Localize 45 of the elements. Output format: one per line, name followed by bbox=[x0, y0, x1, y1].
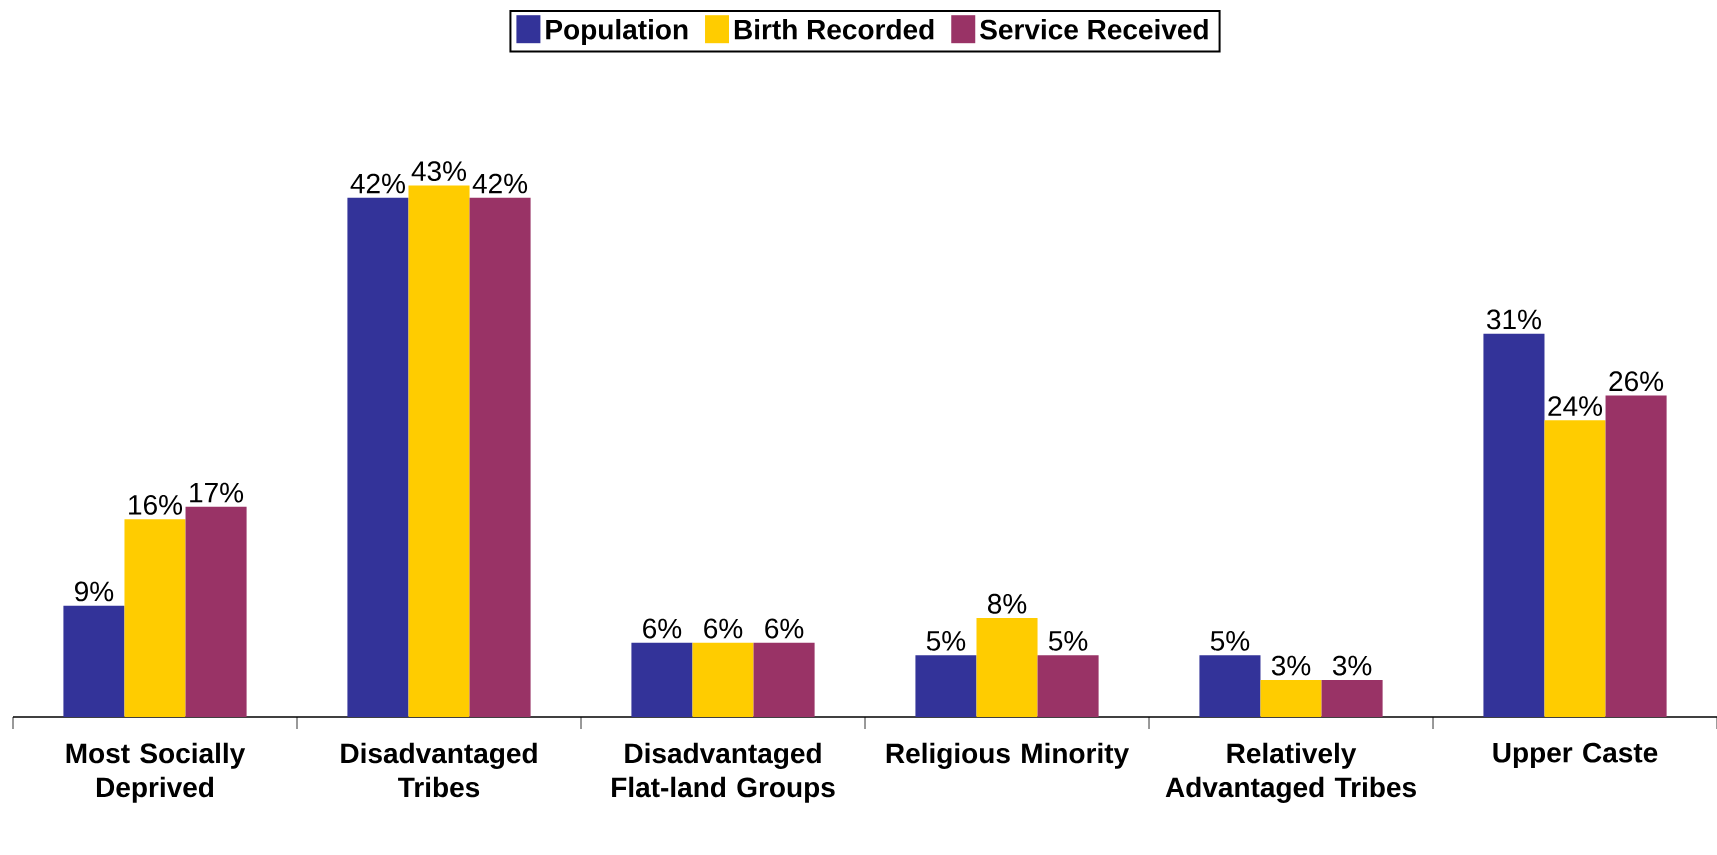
data-label: 3% bbox=[1332, 655, 1372, 676]
data-label: 5% bbox=[926, 631, 966, 651]
legend-label: Birth Recorded bbox=[734, 18, 934, 40]
data-label: 5% bbox=[1210, 631, 1250, 651]
data-label: 5% bbox=[1048, 631, 1088, 651]
data-label: 16% bbox=[129, 494, 183, 515]
legend-label: Population bbox=[546, 18, 688, 46]
data-label: 8% bbox=[988, 593, 1027, 614]
bar bbox=[1199, 655, 1261, 717]
bar bbox=[347, 197, 409, 717]
data-label: 6% bbox=[643, 618, 682, 639]
data-label: 3% bbox=[1271, 655, 1311, 676]
bar bbox=[469, 197, 531, 717]
legend-label: Service Received bbox=[980, 18, 1208, 40]
bar bbox=[976, 618, 1038, 717]
data-label: 26% bbox=[1609, 371, 1664, 392]
bar bbox=[631, 642, 693, 717]
data-label: 24% bbox=[1548, 396, 1603, 416]
bar bbox=[1321, 679, 1383, 717]
bar bbox=[124, 519, 186, 717]
x-tick-label: Upper Caste bbox=[1493, 742, 1658, 769]
bar bbox=[1260, 679, 1322, 717]
x-tick-label: Relatively Advantaged Tribes bbox=[1165, 742, 1416, 803]
bar bbox=[185, 506, 247, 717]
data-label: 9% bbox=[75, 581, 114, 602]
data-label: 6% bbox=[765, 618, 804, 639]
x-tick-label: Most Socially Deprived bbox=[66, 742, 246, 803]
bar bbox=[1544, 420, 1606, 717]
data-label: 42% bbox=[350, 173, 405, 194]
bar bbox=[692, 642, 754, 717]
data-label: 43% bbox=[411, 161, 467, 182]
bar bbox=[1605, 395, 1667, 717]
bar bbox=[1037, 655, 1099, 717]
x-tick-label: Religious Minority bbox=[886, 742, 1130, 769]
bar bbox=[1483, 333, 1545, 717]
data-label: 6% bbox=[704, 618, 743, 639]
data-label: 17% bbox=[190, 482, 244, 503]
x-tick-label: Disadvantaged Flat-land Groups bbox=[612, 742, 835, 803]
bar bbox=[915, 655, 977, 717]
bar bbox=[753, 642, 815, 717]
data-label: 31% bbox=[1487, 309, 1541, 330]
x-tick-label: Disadvantaged Tribes bbox=[341, 742, 537, 798]
data-label: 42% bbox=[472, 173, 528, 194]
bar bbox=[63, 605, 125, 717]
bar bbox=[408, 185, 470, 717]
